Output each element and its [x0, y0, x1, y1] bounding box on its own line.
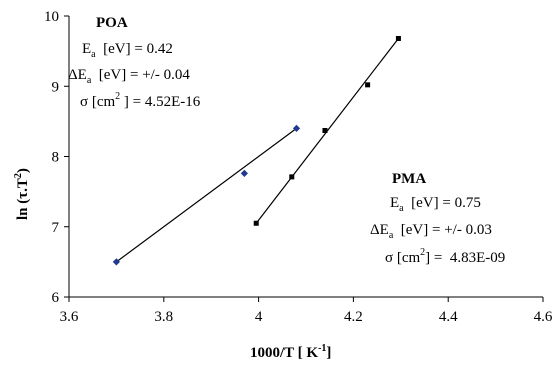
poa-sigma-line: σ [cm2 ] = 4.52E-16	[80, 91, 201, 110]
y-tick-label: 10	[44, 9, 59, 25]
poa-title: POA	[96, 15, 128, 31]
poa-annotation: POA Ea [eV] = 0.42 ΔEa [eV] = +/- 0.04 σ…	[68, 15, 201, 110]
y-tick-label: 6	[52, 290, 60, 306]
ticks: 3.6 3.8 4 4.2 4.4 4.6 6 7 8 9 10	[44, 9, 553, 325]
pma-data-point	[322, 128, 328, 134]
pma-energy-line: Ea [eV] = 0.75	[390, 195, 481, 214]
y-tick-label: 7	[52, 220, 60, 236]
x-tick-label: 4.6	[534, 309, 553, 325]
x-tick-label: 3.6	[60, 309, 79, 325]
pma-delta-line: ΔEa [eV] = +/- 0.03	[370, 222, 492, 241]
poa-data-point	[240, 169, 248, 177]
poa-energy-line: Ea [eV] = 0.42	[82, 41, 173, 60]
poa-data-point	[292, 124, 301, 132]
pma-data-point	[253, 220, 259, 226]
x-tick-label: 4.2	[344, 309, 363, 325]
pma-sigma-line: σ [cm2] = 4.83E-09	[385, 247, 505, 266]
x-tick-label: 4.4	[439, 309, 458, 325]
poa-data-point	[112, 258, 120, 266]
x-tick-label: 4	[255, 309, 263, 325]
pma-title: PMA	[392, 171, 426, 187]
pma-data-point	[289, 174, 295, 180]
y-tick-label: 9	[52, 79, 60, 95]
y-tick-label: 8	[52, 150, 60, 166]
pma-data-point	[365, 82, 371, 88]
poa-delta-line: ΔEa [eV] = +/- 0.04	[68, 67, 190, 86]
x-axis-title: 1000/T [ K-1]	[250, 343, 331, 361]
pma-data-point	[395, 35, 401, 41]
poa-fit-line	[116, 127, 297, 263]
pma-annotation: PMA Ea [eV] = 0.75 ΔEa [eV] = +/- 0.03 σ…	[370, 171, 505, 266]
x-tick-label: 3.8	[154, 309, 173, 325]
y-axis-title: ln (τ.T2)	[13, 168, 31, 220]
data-markers	[112, 35, 401, 266]
